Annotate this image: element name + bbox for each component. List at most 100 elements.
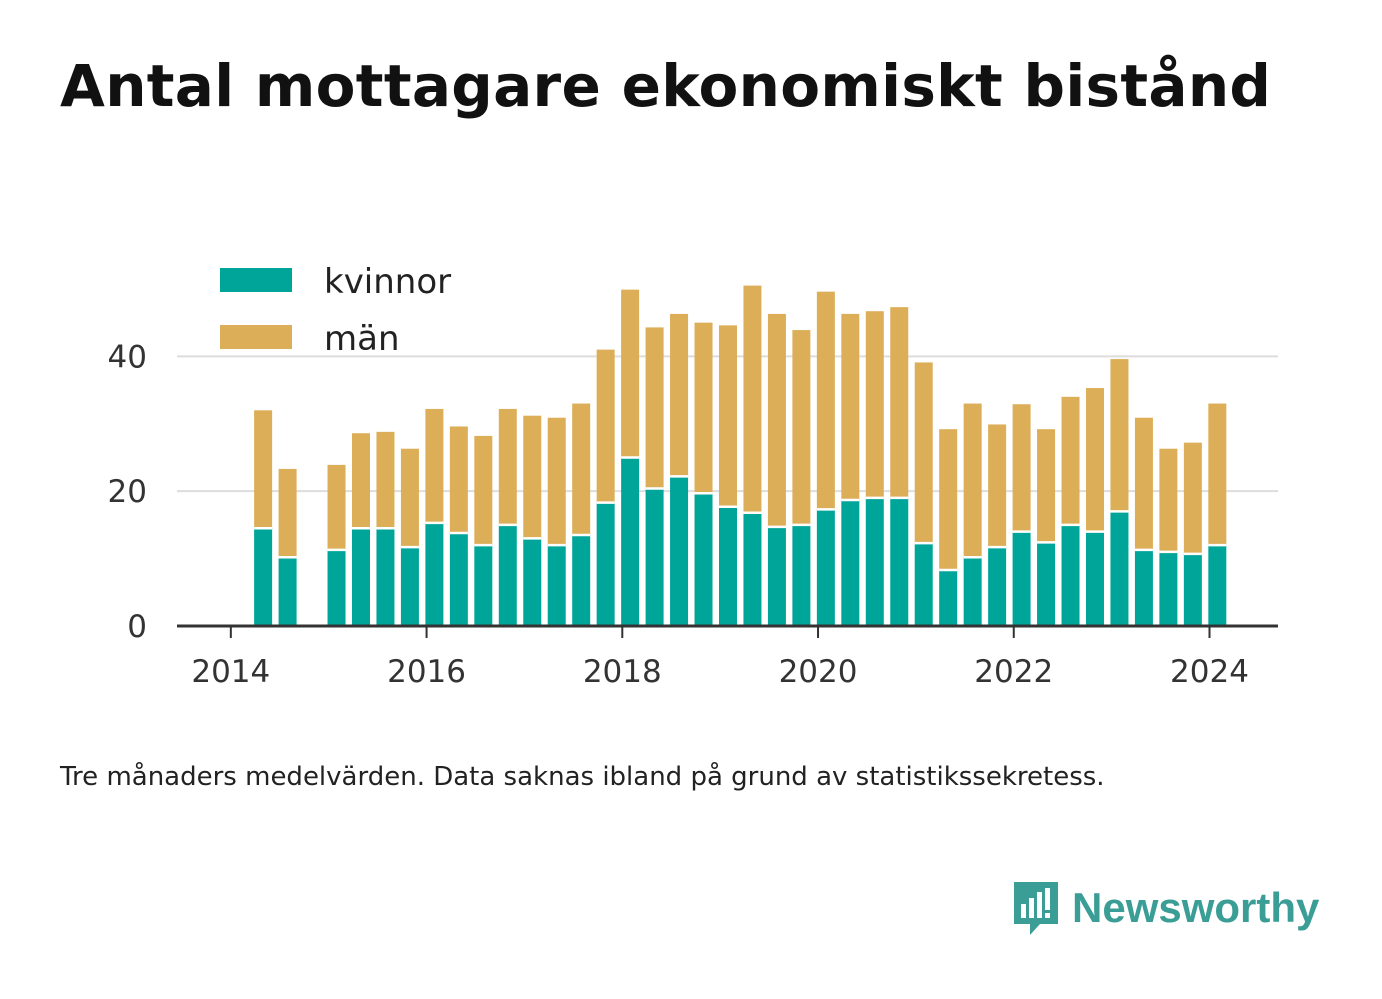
bar-kvinnor (425, 522, 444, 626)
x-tick-label: 2024 (1170, 654, 1249, 690)
bar-kvinnor (988, 547, 1007, 626)
y-tick-label: 40 (108, 339, 147, 375)
bar-kvinnor (449, 532, 468, 626)
bar-kvinnor (1134, 549, 1153, 626)
bar-kvinnor (327, 549, 346, 626)
bar-man (718, 325, 737, 507)
bar-man (498, 408, 517, 525)
bar-kvinnor (596, 502, 615, 626)
bar-man (694, 322, 713, 494)
y-tick-label: 0 (127, 609, 147, 645)
bar-man (743, 285, 762, 513)
bar-man (841, 313, 860, 500)
bar-man (1159, 448, 1178, 552)
bar-kvinnor (1208, 545, 1227, 626)
bar-kvinnor (718, 506, 737, 626)
bar-man (1085, 388, 1104, 532)
bar-man (816, 291, 835, 510)
bar-man (963, 403, 982, 558)
bar-kvinnor (498, 524, 517, 626)
legend-label-man: män (324, 319, 400, 359)
bar-man (670, 313, 689, 477)
x-tick-label: 2020 (779, 654, 858, 690)
bar-man (596, 349, 615, 503)
x-tick-label: 2016 (387, 654, 466, 690)
legend-swatch-kvinnor (220, 268, 292, 292)
bar-kvinnor (376, 528, 395, 626)
bar-man (1208, 403, 1227, 546)
chart-title: Antal mottagare ekonomiskt bistånd (60, 52, 1272, 120)
bar-man (1110, 359, 1129, 512)
footnote: Tre månaders medelvärden. Data saknas ib… (60, 762, 1105, 792)
bar-kvinnor (572, 535, 591, 626)
bar-kvinnor (890, 497, 909, 626)
x-tick-label: 2014 (191, 654, 270, 690)
bar-kvinnor (792, 524, 811, 626)
bar-kvinnor (351, 528, 370, 626)
bar-kvinnor (1085, 531, 1104, 626)
bar-man (425, 408, 444, 523)
x-tick-label: 2018 (583, 654, 662, 690)
bar-kvinnor (645, 488, 664, 626)
bar-kvinnor (816, 509, 835, 626)
axes: 0 20 40 2014 2016 2018 2020 2022 2024 (108, 339, 1278, 690)
legend-swatch-man (220, 325, 292, 349)
bar-man (1012, 404, 1031, 532)
bar-kvinnor (1061, 524, 1080, 626)
bar-kvinnor (1012, 531, 1031, 626)
bar-kvinnor (400, 547, 419, 626)
bar-man (890, 307, 909, 498)
bar-man (767, 313, 786, 527)
y-tick-label: 20 (108, 474, 147, 510)
bar-kvinnor (1159, 551, 1178, 626)
bar-kvinnor (474, 545, 493, 626)
legend-label-kvinnor: kvinnor (324, 262, 451, 302)
bar-kvinnor (1183, 553, 1202, 626)
bar-man (400, 448, 419, 548)
newsworthy-logo-icon (1014, 882, 1058, 935)
legend: kvinnor män (200, 258, 475, 359)
bar-man (939, 429, 958, 571)
bar-man (474, 435, 493, 546)
bar-man (865, 311, 884, 498)
brand-name: Newsworthy (1072, 884, 1320, 931)
bar-man (572, 403, 591, 535)
bar-man (1037, 429, 1056, 543)
newsworthy-logo[interactable]: Newsworthy (1010, 878, 1319, 938)
bar-kvinnor (523, 538, 542, 626)
bar-kvinnor (670, 476, 689, 626)
bar-kvinnor (547, 545, 566, 626)
bars (254, 285, 1227, 626)
bar-man (988, 424, 1007, 548)
bar-kvinnor (278, 557, 297, 626)
bar-kvinnor (767, 526, 786, 626)
bar-man (547, 417, 566, 546)
bar-man (278, 468, 297, 558)
bar-kvinnor (865, 497, 884, 626)
bar-man (254, 410, 273, 529)
bar-man (1061, 396, 1080, 525)
bar-man (914, 362, 933, 544)
bar-man (645, 327, 664, 489)
bar-man (327, 464, 346, 550)
bar-kvinnor (1110, 511, 1129, 626)
bar-kvinnor (939, 570, 958, 626)
bar-kvinnor (694, 493, 713, 626)
bar-man (1183, 442, 1202, 554)
bar-man (1134, 417, 1153, 550)
x-tick-label: 2022 (974, 654, 1053, 690)
bar-man (351, 433, 370, 529)
bar-kvinnor (1037, 542, 1056, 626)
bar-kvinnor (963, 557, 982, 626)
bar-kvinnor (914, 543, 933, 626)
bar-kvinnor (743, 512, 762, 626)
bar-man (376, 431, 395, 529)
bar-man (449, 426, 468, 533)
bar-man (792, 330, 811, 525)
bar-kvinnor (621, 457, 640, 626)
bar-man (621, 289, 640, 458)
bar-kvinnor (254, 528, 273, 626)
bar-man (523, 415, 542, 539)
bar-kvinnor (841, 499, 860, 626)
